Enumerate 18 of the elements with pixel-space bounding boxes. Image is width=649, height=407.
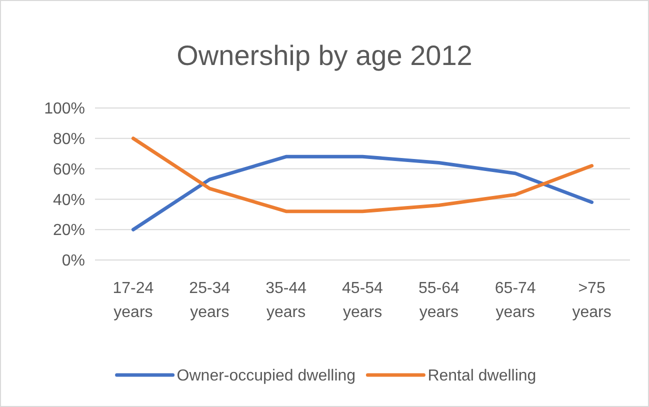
chart-title: Ownership by age 2012 xyxy=(176,40,472,71)
y-tick-label: 0% xyxy=(62,252,85,270)
x-tick-label: 35-44 years xyxy=(266,280,307,321)
legend-label: Owner-occupied dwelling xyxy=(176,368,356,385)
legend-label: Rental dwelling xyxy=(428,368,536,385)
y-tick-label: 60% xyxy=(52,161,85,178)
x-tick-label: 65-74 years xyxy=(494,280,536,321)
line-series xyxy=(131,136,594,214)
line-series xyxy=(131,154,594,232)
y-tick-label: 100% xyxy=(44,100,85,118)
x-tick-label: 17-24 years xyxy=(112,280,154,321)
y-tick-label: 40% xyxy=(52,192,85,209)
x-tick-label: 45-54 years xyxy=(342,280,384,321)
x-tick-label: 55-64 years xyxy=(418,280,460,321)
y-tick-label: 20% xyxy=(52,222,85,240)
y-tick-label: 80% xyxy=(52,131,85,148)
x-tick-label: 25-34 years xyxy=(189,280,230,321)
x-tick-label: >75 years xyxy=(572,280,612,321)
